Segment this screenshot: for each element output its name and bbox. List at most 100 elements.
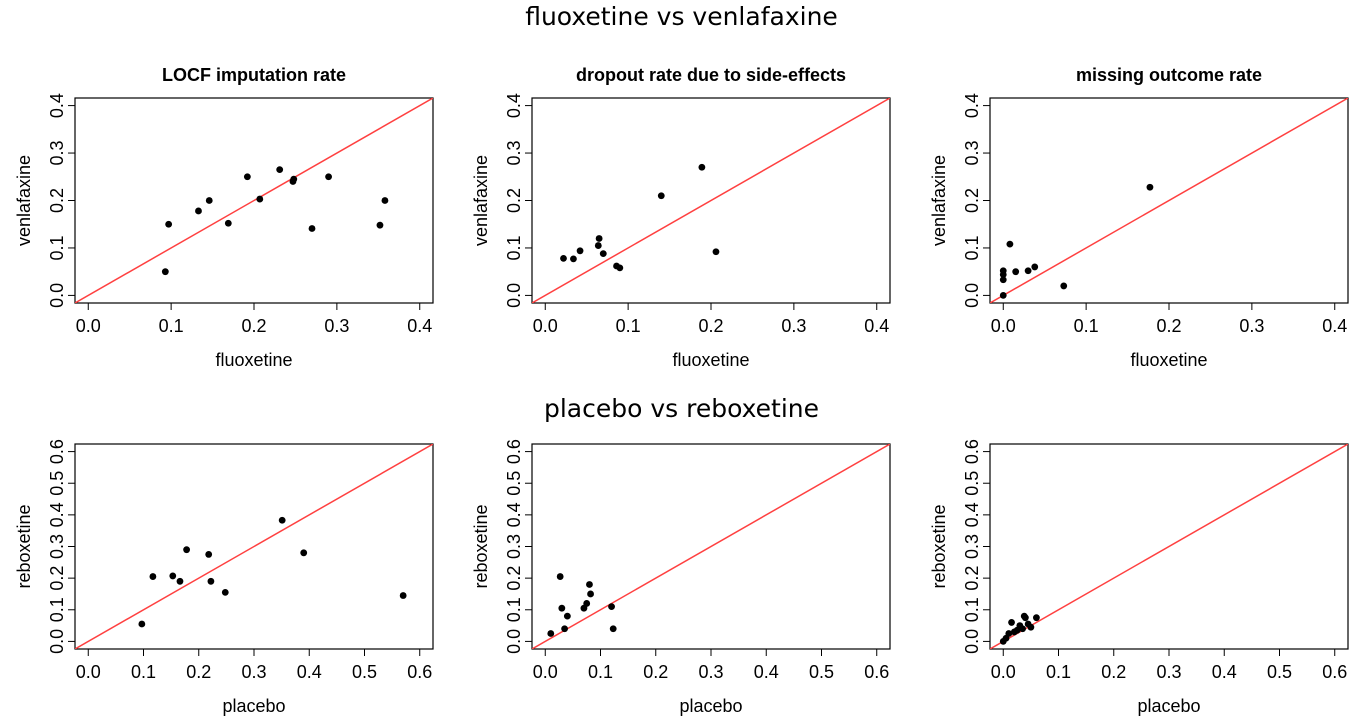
panel-0-0: 0.0 0.1 0.2 0.3 0.4 0.0 0.1 0.2 0.3 0.4 fluoxetine… — [14, 65, 434, 370]
x-tick-label: 0.5 — [809, 662, 834, 682]
x-tick-label: 0.2 — [1101, 662, 1126, 682]
x-tick-label: 0.5 — [1267, 662, 1292, 682]
y-tick-label: 0.2 — [504, 188, 524, 213]
x-tick-label: 0.3 — [324, 316, 349, 336]
x-axis-label: placebo — [679, 696, 742, 716]
data-point — [609, 625, 617, 633]
y-axis-label: venlafaxine — [929, 155, 949, 246]
panel-title: dropout rate due to side-effects — [576, 65, 846, 85]
data-point — [205, 551, 213, 558]
x-tick-label: 0.5 — [352, 662, 377, 682]
data-point — [595, 235, 603, 242]
panel-title: LOCF imputation rate — [162, 65, 346, 85]
data-point — [308, 225, 316, 232]
data-point — [712, 248, 720, 256]
x-tick-label: 0.1 — [1046, 662, 1071, 682]
y-tick-label: 0.1 — [47, 235, 67, 260]
data-point — [1031, 263, 1039, 271]
x-tick-label: 0.1 — [1074, 316, 1099, 336]
x-axis-label: fluoxetine — [1130, 350, 1207, 370]
data-point — [1033, 614, 1040, 622]
y-tick-label: 0.2 — [504, 566, 524, 591]
identity-line — [75, 98, 433, 303]
identity-line — [532, 444, 890, 649]
data-point — [278, 516, 286, 524]
identity-line — [532, 98, 890, 303]
x-tick-label: 0.4 — [1322, 316, 1347, 336]
data-point — [207, 577, 215, 585]
data-point — [561, 625, 568, 633]
data-point — [999, 292, 1007, 299]
y-axis-label: reboxetine — [929, 504, 949, 588]
y-tick-label: 0.5 — [504, 471, 524, 496]
data-point — [243, 173, 251, 181]
y-tick-label: 0.1 — [962, 597, 982, 622]
panel-1-1: 0.0 0.1 0.2 0.3 0.4 0.5 0.6 0.0 0.1 0.2 0.3 0.4 0.5 0… — [471, 439, 891, 716]
data-point — [176, 577, 184, 585]
x-axis-label: placebo — [1137, 696, 1200, 716]
y-tick-label: 0.4 — [504, 93, 524, 118]
data-point — [1027, 623, 1035, 631]
panel-0-2: 0.0 0.1 0.2 0.3 0.4 0.0 0.1 0.2 0.3 0.4 fluoxetine… — [929, 65, 1349, 370]
data-point — [169, 572, 177, 580]
x-axis-label: fluoxetine — [672, 350, 749, 370]
x-tick-label: 0.3 — [241, 662, 266, 682]
data-point — [560, 254, 567, 262]
y-tick-label: 0.3 — [47, 141, 67, 166]
y-tick-label: 0.2 — [962, 188, 982, 213]
y-tick-label: 0.3 — [962, 534, 982, 559]
y-tick-label: 0.5 — [962, 471, 982, 496]
data-point — [138, 620, 146, 628]
data-point — [698, 163, 706, 171]
data-point — [256, 195, 264, 203]
data-point — [290, 175, 298, 183]
panel-title: missing outcome rate — [1076, 65, 1262, 85]
y-tick-label: 0.3 — [504, 141, 524, 166]
x-axis-label: fluoxetine — [215, 350, 292, 370]
panel-1-2: 0.0 0.1 0.2 0.3 0.4 0.5 0.6 0.0 0.1 0.2 0.3 0.4 0.5 0… — [929, 439, 1349, 716]
y-axis-label: reboxetine — [471, 504, 491, 588]
y-tick-label: 0.0 — [962, 283, 982, 308]
x-tick-label: 0.3 — [1239, 316, 1264, 336]
x-tick-label: 0.6 — [1322, 662, 1347, 682]
y-tick-label: 0.0 — [504, 283, 524, 308]
data-point — [608, 603, 615, 611]
data-point — [1024, 267, 1032, 275]
y-tick-label: 0.3 — [47, 534, 67, 559]
data-point — [558, 604, 566, 612]
x-tick-label: 0.2 — [1156, 316, 1181, 336]
data-point — [1005, 630, 1013, 637]
data-point — [1006, 240, 1014, 248]
x-tick-label: 0.2 — [698, 316, 723, 336]
y-tick-label: 0.4 — [504, 502, 524, 527]
data-point — [376, 221, 384, 229]
y-tick-label: 0.1 — [47, 597, 67, 622]
panel-1-0: 0.0 0.1 0.2 0.3 0.4 0.5 0.6 0.0 0.1 0.2 0.3 0.4 0.5 0… — [14, 439, 434, 716]
x-tick-label: 0.6 — [864, 662, 889, 682]
x-tick-label: 0.4 — [1212, 662, 1237, 682]
x-tick-label: 0.0 — [533, 316, 558, 336]
x-tick-label: 0.4 — [407, 316, 432, 336]
x-tick-label: 0.2 — [186, 662, 211, 682]
y-tick-label: 0.6 — [962, 439, 982, 464]
y-tick-label: 0.0 — [47, 283, 67, 308]
x-tick-label: 0.2 — [241, 316, 266, 336]
x-tick-label: 0.3 — [1156, 662, 1181, 682]
row-title-placebo-reboxetine: placebo vs reboxetine — [543, 394, 820, 423]
data-point — [599, 250, 607, 258]
y-tick-label: 0.0 — [47, 629, 67, 654]
y-tick-label: 0.4 — [962, 93, 982, 118]
y-axis-label: reboxetine — [14, 504, 34, 588]
data-point — [570, 255, 577, 263]
data-point — [1008, 619, 1015, 626]
x-tick-label: 0.4 — [864, 316, 889, 336]
data-point — [587, 590, 594, 598]
data-point — [195, 207, 202, 215]
data-point — [563, 612, 571, 620]
y-tick-label: 0.1 — [962, 235, 982, 260]
x-axis-label: placebo — [222, 696, 285, 716]
y-tick-label: 0.4 — [47, 93, 67, 118]
data-point — [276, 166, 284, 174]
y-tick-label: 0.5 — [47, 471, 67, 496]
